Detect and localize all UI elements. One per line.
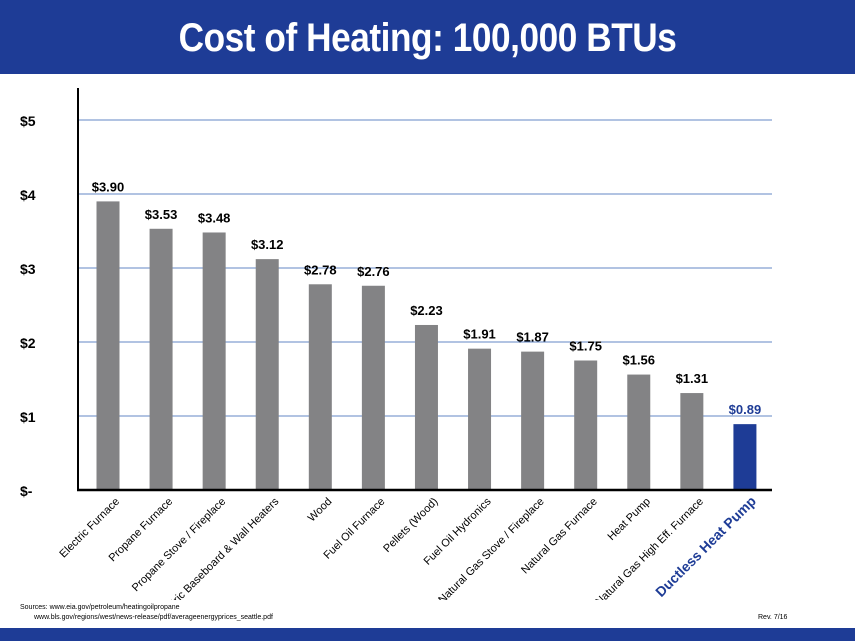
x-tick-label: Propane Stove / Fireplace xyxy=(130,496,228,594)
y-tick-label: $3 xyxy=(20,261,36,277)
bar xyxy=(361,285,385,490)
data-label: $1.75 xyxy=(569,339,602,354)
bar xyxy=(574,360,598,490)
data-label: $3.48 xyxy=(198,210,231,225)
source-line-2: www.bls.gov/regions/west/news-release/pd… xyxy=(34,614,273,621)
x-tick-label: Ductless Heat Pump xyxy=(652,493,759,600)
y-tick-label: $5 xyxy=(20,113,36,129)
x-tick-label: Heat Pump xyxy=(605,496,652,543)
x-tick-label: Wood xyxy=(306,496,335,525)
bar xyxy=(255,259,279,490)
bar xyxy=(733,424,757,490)
y-tick-label: $1 xyxy=(20,409,36,425)
y-tick-label: $- xyxy=(20,483,33,499)
x-tick-label: Natural Gas Stove / Fireplace xyxy=(436,496,547,600)
bar xyxy=(468,348,492,490)
data-label: $2.78 xyxy=(304,262,337,277)
sources-note: Sources: www.eia.gov/petroleum/heatingoi… xyxy=(20,603,273,623)
bar xyxy=(308,284,332,490)
bar xyxy=(627,374,651,490)
x-tick-label: Pellets (Wood) xyxy=(381,496,440,555)
bottom-bar xyxy=(0,628,855,641)
data-label: $3.53 xyxy=(145,207,178,222)
data-label: $1.31 xyxy=(676,371,709,386)
bar xyxy=(202,232,226,491)
axes xyxy=(77,88,772,492)
data-label: $0.89 xyxy=(729,402,762,417)
bars xyxy=(96,201,757,491)
title-bar xyxy=(0,0,855,74)
data-label: $1.56 xyxy=(622,353,655,368)
bar xyxy=(521,351,545,490)
data-label: $2.23 xyxy=(410,303,443,318)
source-line-1: Sources: www.eia.gov/petroleum/heatingoi… xyxy=(20,604,180,611)
data-label: $3.90 xyxy=(92,179,125,194)
data-label: $1.87 xyxy=(516,330,549,345)
data-label: $1.91 xyxy=(463,327,496,342)
y-tick-label: $4 xyxy=(20,187,36,203)
bar xyxy=(96,201,120,490)
bar xyxy=(680,393,704,490)
bar xyxy=(414,324,438,490)
chart-title: Cost of Heating: 100,000 BTUs xyxy=(178,16,677,60)
bar xyxy=(149,228,173,490)
data-label: $2.76 xyxy=(357,264,390,279)
x-tick-label: Natural Gas High Eff. Furnace xyxy=(593,496,706,600)
data-label: $3.12 xyxy=(251,237,284,252)
y-tick-label: $2 xyxy=(20,335,36,351)
revision-label: Rev. 7/16 xyxy=(758,614,788,621)
